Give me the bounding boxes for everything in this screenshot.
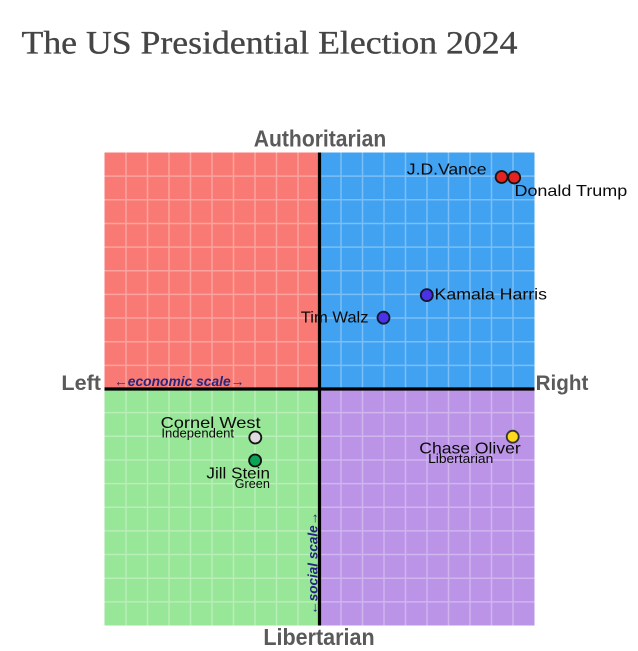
svg-text:Tim Walz: Tim Walz (301, 310, 369, 327)
svg-text:Kamala Harris: Kamala Harris (435, 286, 548, 303)
svg-text:Chase Oliver: Chase Oliver (419, 441, 521, 458)
svg-text:Libertarian: Libertarian (263, 624, 374, 650)
svg-text:Left: Left (61, 372, 101, 395)
svg-text:←social scale→: ←social scale→ (304, 512, 320, 615)
svg-text:Donald Trump: Donald Trump (515, 183, 628, 200)
svg-text:Authoritarian: Authoritarian (254, 126, 386, 152)
svg-text:Libertarian: Libertarian (428, 452, 493, 466)
svg-text:Jill Stein: Jill Stein (206, 465, 270, 482)
svg-text:←economic scale→: ←economic scale→ (114, 373, 245, 389)
svg-text:Right: Right (536, 372, 589, 395)
svg-text:Green: Green (235, 477, 270, 491)
svg-text:Independent: Independent (161, 426, 234, 440)
svg-text:The US Presidential Election 2: The US Presidential Election 2024 (22, 25, 518, 61)
svg-text:Cornel West: Cornel West (161, 415, 262, 432)
svg-text:J.D.Vance: J.D.Vance (407, 162, 487, 179)
